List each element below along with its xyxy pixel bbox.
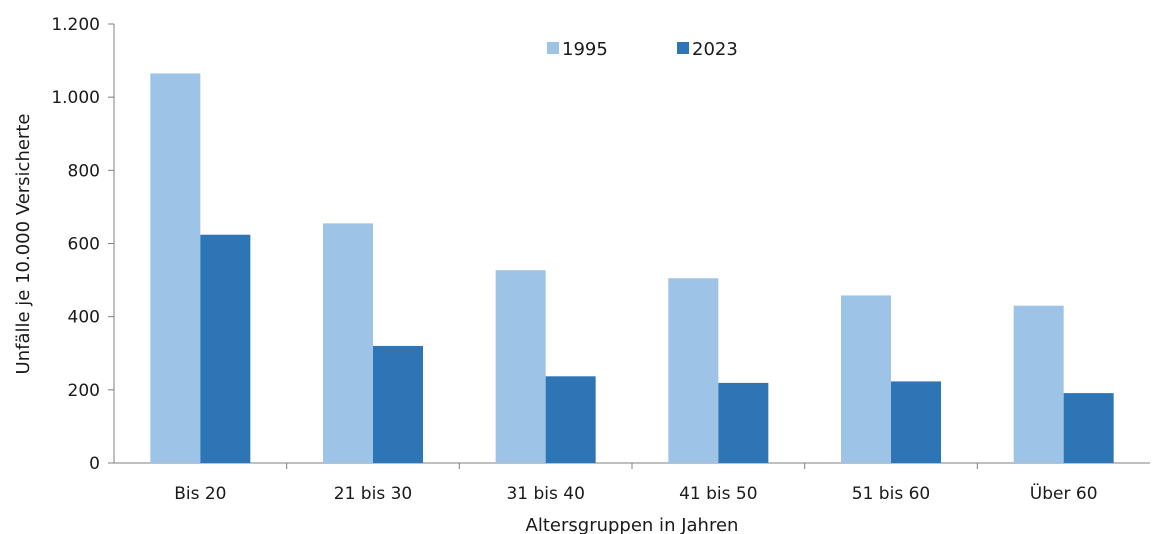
- bar-1995-4: [841, 295, 891, 463]
- bars: [150, 73, 1114, 463]
- bar-2023-0: [200, 234, 251, 463]
- y-tick-label: 1.000: [51, 88, 100, 108]
- x-tick-label: 41 bis 50: [679, 484, 757, 504]
- axes: [113, 24, 1150, 464]
- y-tick-label: 800: [68, 161, 100, 181]
- x-tick-label: 51 bis 60: [852, 484, 930, 504]
- y-tick-label: 0: [89, 454, 100, 474]
- bar-1995-0: [150, 73, 201, 463]
- y-ticks: 0 200 400 600 800 1.000 1.200: [51, 15, 114, 474]
- y-axis-title: Unfälle je 10.000 Versicherte: [13, 114, 34, 375]
- y-tick-label: 200: [68, 381, 100, 401]
- x-tick-label: Über 60: [1030, 482, 1098, 504]
- y-tick-label: 400: [68, 308, 100, 328]
- bar-2023-4: [891, 381, 941, 463]
- bar-1995-3: [668, 278, 719, 463]
- legend-swatch-1995: [547, 42, 559, 54]
- legend: 1995 2023: [547, 39, 738, 60]
- bar-1995-5: [1013, 305, 1064, 463]
- bar-2023-5: [1063, 393, 1114, 463]
- bar-2023-2: [545, 376, 596, 463]
- y-tick-label: 1.200: [51, 15, 100, 35]
- x-tick-label: 21 bis 30: [334, 484, 412, 504]
- y-tick-label: 600: [68, 235, 100, 255]
- x-axis-title: Altersgruppen in Jahren: [526, 515, 739, 534]
- bar-2023-3: [718, 382, 769, 463]
- bar-1995-1: [323, 223, 373, 463]
- bar-2023-1: [373, 345, 423, 463]
- legend-swatch-2023: [677, 42, 689, 54]
- legend-label-1995: 1995: [562, 39, 608, 60]
- bar-1995-2: [495, 270, 546, 463]
- legend-label-2023: 2023: [692, 39, 738, 60]
- x-tick-label: 31 bis 40: [506, 484, 584, 504]
- x-ticks: Bis 20 21 bis 30 31 bis 40 41 bis 50 51 bis …: [174, 463, 1098, 504]
- x-tick-label: Bis 20: [174, 484, 226, 504]
